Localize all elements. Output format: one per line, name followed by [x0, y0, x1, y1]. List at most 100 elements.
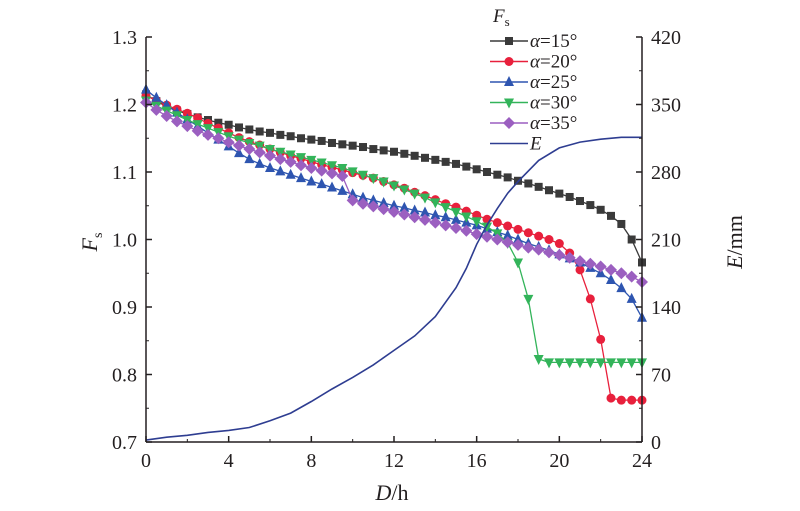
data-point	[421, 153, 429, 162]
legend-marker	[504, 76, 514, 86]
data-point	[501, 236, 514, 249]
x-tick-label: 8	[306, 450, 316, 472]
y-left-tick-label: 0.8	[112, 365, 137, 387]
data-point	[460, 224, 473, 237]
data-point	[545, 186, 553, 195]
data-point	[512, 238, 524, 251]
data-point	[315, 164, 328, 177]
data-point	[377, 203, 390, 216]
data-point	[234, 147, 244, 158]
data-point	[616, 358, 627, 369]
legend-entry: α=30°	[490, 93, 577, 114]
data-point	[264, 149, 276, 162]
data-point	[616, 395, 626, 405]
right-axis-title: E/mm	[722, 215, 747, 270]
data-point	[503, 173, 512, 182]
data-point	[390, 147, 398, 156]
data-point	[389, 199, 399, 210]
y-right-tick-label: 70	[651, 365, 671, 387]
data-point	[306, 175, 317, 186]
data-point	[575, 265, 585, 275]
data-point	[244, 153, 255, 164]
data-point	[555, 189, 564, 198]
data-point	[212, 132, 225, 145]
series-line	[145, 136, 642, 441]
data-point	[626, 358, 637, 369]
data-point	[574, 255, 586, 268]
data-point	[471, 217, 482, 228]
data-point	[399, 185, 410, 196]
data-point	[243, 143, 256, 156]
legend-label: α=25°	[530, 72, 577, 93]
data-point	[594, 260, 607, 273]
data-point	[431, 155, 440, 164]
data-point	[586, 201, 595, 210]
x-tick-label: 16	[467, 450, 487, 472]
data-point	[337, 163, 348, 174]
x-axis-title: D/h	[374, 480, 408, 505]
legend-entry: E	[490, 134, 542, 155]
data-point	[616, 282, 627, 293]
data-point	[265, 161, 275, 172]
legend-entries: α=15°α=20°α=25°α=30°α=35°E	[490, 31, 577, 155]
svg-text:E/mm: E/mm	[722, 215, 747, 270]
data-point	[266, 128, 274, 137]
data-point	[627, 395, 637, 405]
data-point	[295, 159, 307, 172]
data-point	[245, 125, 254, 134]
data-point	[379, 146, 388, 155]
data-point	[605, 263, 617, 276]
data-point	[554, 239, 564, 249]
legend-label: α=15°	[530, 31, 577, 52]
data-point	[441, 157, 450, 166]
y-right-tick-label: 0	[651, 432, 661, 454]
data-point	[286, 132, 295, 141]
legend: Fs α=15°α=20°α=25°α=30°α=35°E	[490, 6, 577, 155]
legend-entry: α=20°	[490, 52, 577, 73]
data-point	[399, 201, 410, 212]
data-point	[275, 147, 286, 158]
data-point	[524, 179, 533, 188]
legend-entry: α=15°	[490, 31, 577, 52]
data-point	[523, 294, 534, 305]
data-point	[182, 108, 192, 118]
data-point	[513, 258, 523, 269]
data-point	[358, 170, 368, 181]
data-point	[554, 358, 565, 369]
data-point	[276, 130, 285, 139]
data-point	[625, 270, 638, 283]
data-point	[222, 136, 235, 149]
data-point	[470, 228, 483, 241]
data-point	[626, 292, 637, 303]
y-right-tick-label: 280	[651, 162, 681, 184]
series-5	[145, 136, 642, 441]
data-point	[543, 246, 555, 259]
y-left-tick-label: 1.2	[112, 95, 137, 117]
data-point	[472, 165, 481, 174]
data-point	[410, 151, 419, 160]
data-point	[532, 243, 545, 256]
legend-label: α=35°	[530, 113, 577, 134]
data-point	[398, 208, 411, 221]
data-point	[307, 135, 316, 144]
data-point	[214, 118, 223, 127]
data-point	[316, 178, 327, 189]
data-point	[285, 150, 296, 161]
data-point	[491, 233, 504, 246]
data-point	[368, 194, 379, 205]
x-tick-label: 24	[632, 450, 652, 472]
data-point	[378, 197, 389, 208]
y-left-tick-label: 1.0	[112, 230, 137, 252]
data-point	[369, 145, 378, 154]
data-point	[544, 235, 554, 244]
data-point	[607, 211, 615, 220]
legend-marker	[503, 117, 515, 129]
data-point	[347, 167, 358, 178]
data-point	[235, 123, 243, 132]
series-0	[142, 90, 646, 267]
y-right-tick-label: 350	[651, 95, 681, 117]
data-point	[327, 161, 337, 172]
data-point	[296, 153, 306, 164]
data-point	[617, 219, 626, 228]
